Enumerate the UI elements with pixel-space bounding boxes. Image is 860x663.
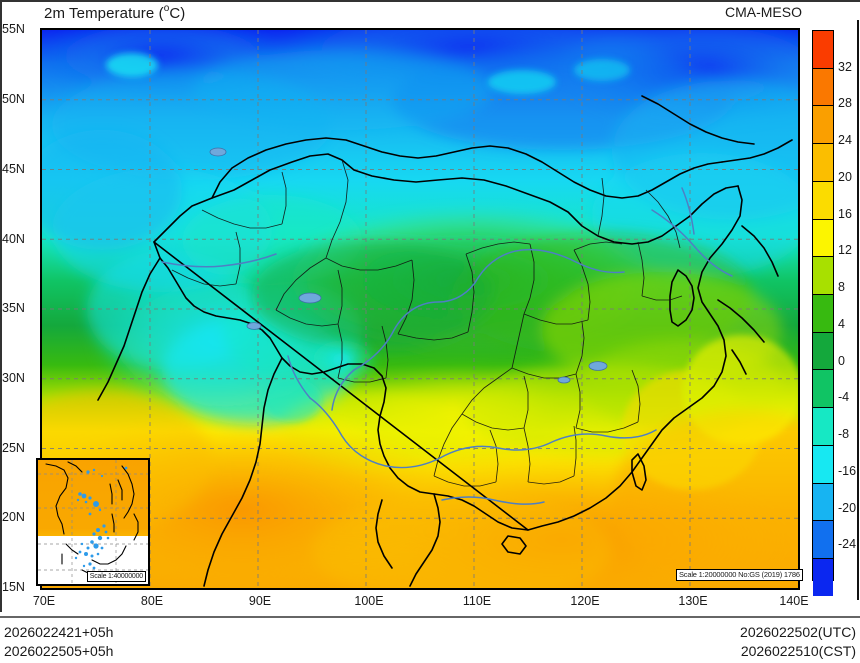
init-time-line2: 2026022505+05h [4,643,114,659]
colorbar-gradient [812,30,834,596]
y-tick-35n: 35N [2,301,25,315]
colorbar-tick-label: 28 [838,96,852,111]
y-tick-45n: 45N [2,162,25,176]
figure-left-border [0,0,2,612]
map-plot-area[interactable] [40,28,800,590]
degree-symbol: o [163,3,170,14]
colorbar-swatch [813,106,833,145]
chart-title-unit: C) [169,5,186,22]
province-borders [171,159,683,487]
x-tick-70e: 70E [32,594,56,608]
inset-temperature-field [38,460,148,584]
inset-scale-note: Scale 1:40000000 [86,571,146,582]
colorbar-swatch [813,219,833,258]
colorbar-tick-label: -8 [838,427,850,442]
y-tick-30n: 30N [2,371,25,385]
inset-map-south-china-sea[interactable]: Scale 1:40000000 [36,458,150,586]
lakes [209,147,608,384]
chart-title-text: 2m Temperature ( [44,5,164,22]
colorbar-tick-label: 8 [838,280,845,295]
rivers [161,187,733,505]
colorbar-swatch [813,31,833,69]
valid-time-block: 2026022502(UTC) 2026022510(CST) [740,623,856,661]
colorbar-swatch [813,521,833,560]
x-tick-110e: 110E [462,594,492,608]
y-tick-15n: 15N [2,580,25,594]
colorbar-tick-label: 0 [838,353,845,368]
init-time-line1: 2026022421+05h [4,624,114,640]
valid-time-utc: 2026022502(UTC) [740,624,856,640]
colorbar-swatch [813,144,833,182]
colorbar-tick-label: -16 [838,463,857,478]
x-tick-140e: 140E [779,594,809,608]
colorbar-swatch [813,181,833,220]
x-tick-120e: 120E [570,594,600,608]
y-tick-20n: 20N [2,510,25,524]
colorbar-swatch [813,559,833,596]
colorbar-swatch [813,295,833,333]
country-borders [97,95,793,587]
colorbar-swatch [813,445,833,484]
x-tick-130e: 130E [678,594,708,608]
colorbar-tick-label: -4 [838,390,850,405]
colorbar[interactable]: 32 28 24 20 16 12 8 4 0 -4 -8 -16 -20 -24 [812,30,856,596]
colorbar-swatch [813,332,833,371]
temperature-field [42,30,798,588]
y-tick-50n: 50N [2,92,25,106]
figure-top-border [0,0,860,2]
figure-bottom-border [0,616,860,618]
colorbar-tick-label: -24 [838,537,857,552]
colorbar-swatch [813,370,833,409]
map-scale-note: Scale 1:20000000 No:GS (2019) 1786 [676,569,803,581]
chart-title: 2m Temperature (oC) [44,3,185,22]
colorbar-swatch [813,257,833,296]
colorbar-tick-label: 12 [838,243,852,258]
colorbar-tick-label: 16 [838,206,852,221]
colorbar-tick-label: 4 [838,316,845,331]
valid-time-cst: 2026022510(CST) [740,643,856,659]
colorbar-swatch [813,408,833,446]
y-tick-55n: 55N [2,22,25,36]
colorbar-swatch [813,68,833,107]
model-name-label: CMA-MESO [725,4,802,20]
init-time-block: 2026022421+05h 2026022505+05h [4,623,113,661]
colorbar-tick-label: 24 [838,133,852,148]
x-tick-100e: 100E [354,594,384,608]
graticule-lines [42,30,798,588]
colorbar-tick-label: 32 [838,59,852,74]
colorbar-tick-label: 20 [838,169,852,184]
colorbar-swatch [813,483,833,522]
figure-right-border [857,20,859,600]
colorbar-tick-label: -20 [838,500,857,515]
x-tick-90e: 90E [248,594,272,608]
x-tick-80e: 80E [140,594,164,608]
y-tick-40n: 40N [2,232,25,246]
y-tick-25n: 25N [2,441,25,455]
